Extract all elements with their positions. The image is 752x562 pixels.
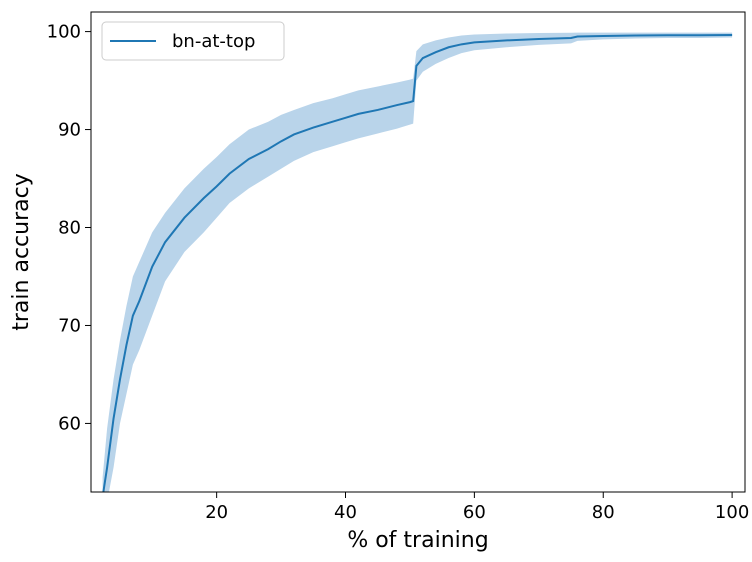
x-tick-label: 100 — [715, 502, 749, 523]
plot-frame — [90, 11, 746, 493]
x-tick-label: 40 — [334, 502, 357, 523]
y-tick-label: 80 — [58, 218, 81, 239]
y-axis-label: train accuracy — [9, 173, 34, 330]
x-tick-label: 80 — [592, 502, 615, 523]
x-tick-label: 60 — [463, 502, 486, 523]
x-axis-label: % of training — [347, 528, 488, 553]
legend: bn-at-top — [101, 21, 285, 61]
legend-box — [101, 21, 285, 61]
y-tick-label: 60 — [58, 413, 81, 434]
y-tick-label: 100 — [47, 22, 81, 43]
confidence-band — [102, 32, 733, 492]
y-tick-label: 90 — [58, 120, 81, 141]
x-tick-label: 20 — [205, 502, 228, 523]
y-tick-label: 70 — [58, 315, 81, 336]
series-line — [102, 34, 733, 492]
legend-label: bn-at-top — [172, 31, 255, 52]
